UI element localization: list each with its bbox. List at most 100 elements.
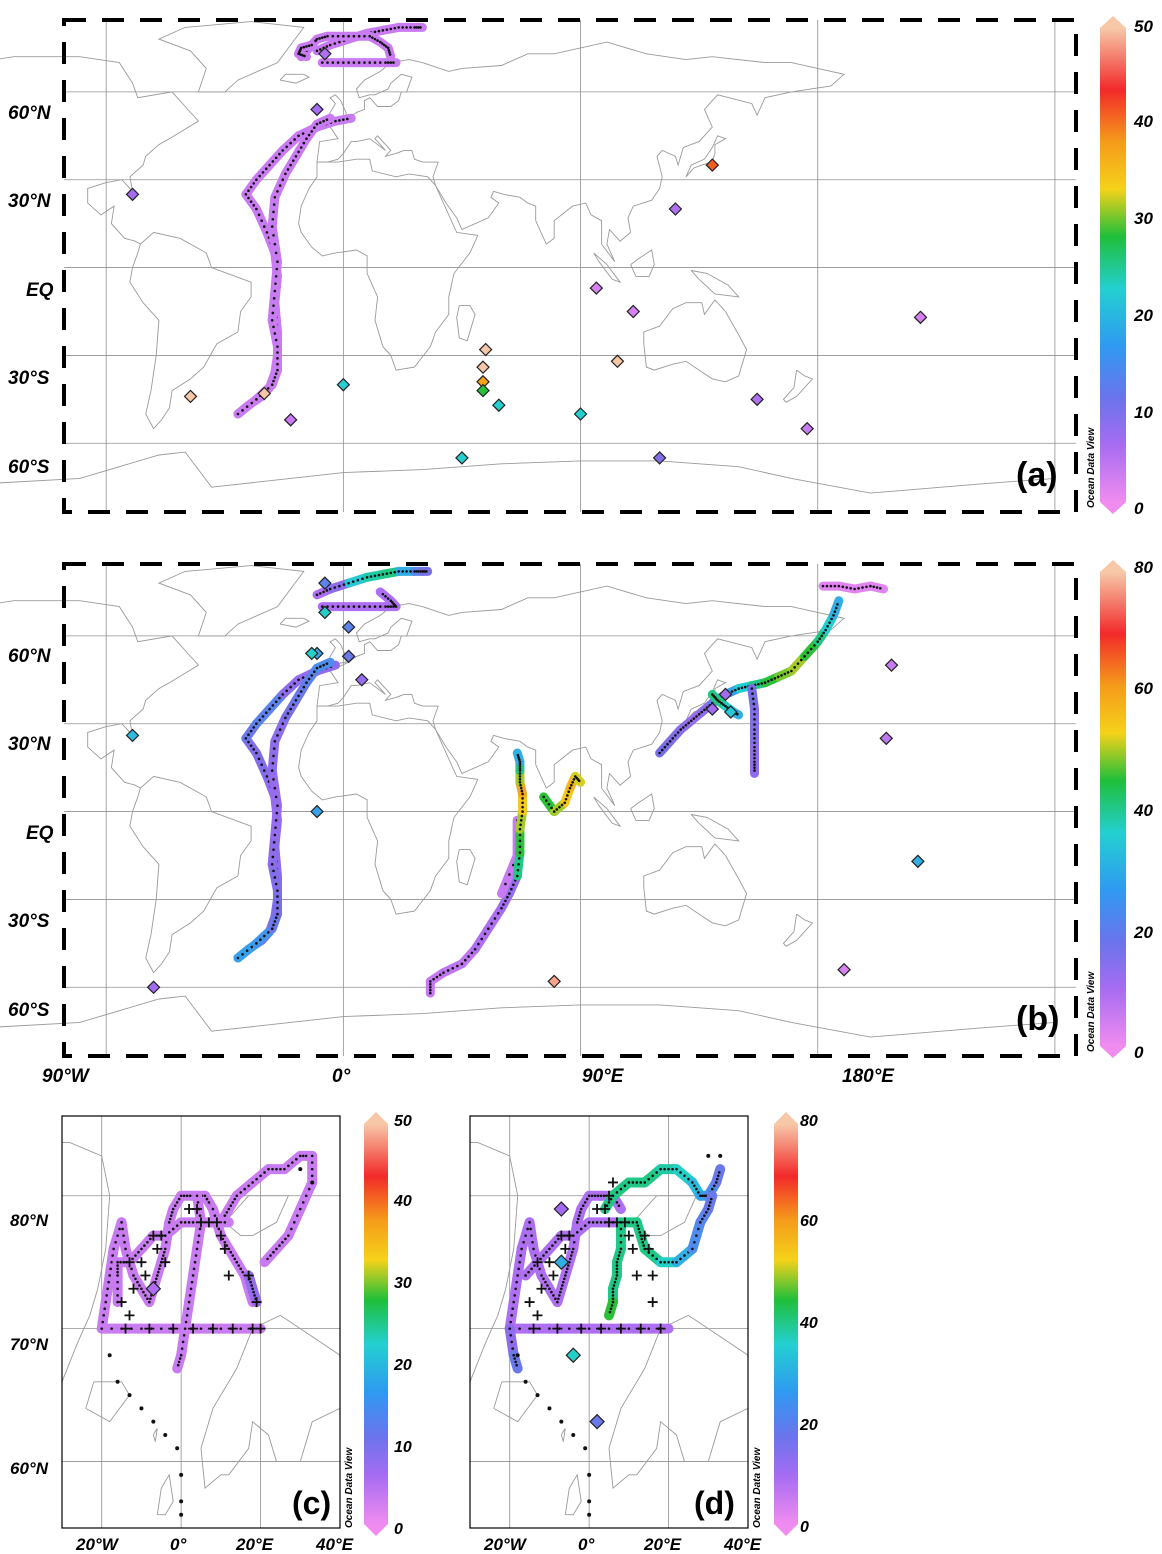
sample-dot [663, 745, 667, 749]
sample-dot [138, 1284, 141, 1287]
sample-dot [225, 1244, 229, 1247]
cross-marker [243, 1270, 254, 1281]
sample-dot [146, 1240, 149, 1244]
sample-dot [270, 383, 274, 387]
sample-dot [405, 570, 408, 573]
sample-dot [272, 778, 275, 781]
sample-dot [291, 703, 295, 706]
sample-dot [239, 1267, 243, 1271]
sample-dot [780, 674, 783, 677]
sample-dot [191, 1221, 195, 1224]
sample-dot [333, 42, 337, 45]
sample-dot [617, 1254, 621, 1257]
sample-dot [347, 34, 350, 38]
sample-dot [753, 741, 756, 745]
panel-b-lat-label-eq: EQ [26, 823, 54, 844]
sample-dot [567, 790, 570, 794]
sample-dot [307, 677, 311, 681]
panel-c-lat-label-70n: 70°N [10, 1335, 49, 1354]
sample-dot [320, 605, 324, 608]
sample-dot [346, 117, 349, 121]
sample-dot [520, 1247, 523, 1251]
sample-dot [361, 577, 364, 581]
sample-dot [517, 758, 521, 761]
sample-dot [519, 1254, 522, 1257]
sample-dot [548, 1247, 551, 1251]
sample-dot [518, 760, 522, 764]
sample-dot [352, 605, 356, 608]
station-marker [610, 354, 625, 369]
sample-dot [841, 585, 845, 589]
sample-dot [587, 1327, 591, 1330]
sample-dot [595, 1221, 599, 1224]
sample-dot [320, 36, 324, 39]
sample-dot [278, 152, 281, 156]
sample-dot [251, 1181, 254, 1184]
panel-d-colorbar-bottom-arrow [774, 1524, 798, 1536]
sample-dot [211, 1207, 215, 1211]
sample-dot [297, 52, 300, 56]
sample-dot [562, 1280, 565, 1284]
sample-dot [611, 1297, 615, 1301]
sample-dot [272, 923, 275, 927]
sample-dot [328, 43, 332, 47]
sample-dot [519, 786, 523, 790]
sample-dot [508, 892, 511, 895]
sample-dot [291, 1161, 294, 1164]
sample-dot [389, 571, 393, 575]
sample-dot [302, 685, 306, 689]
sample-dot [544, 799, 548, 802]
sample-dot [223, 1240, 227, 1244]
sample-dot [378, 605, 382, 608]
sample-dot [695, 715, 698, 718]
cross-marker [156, 1230, 167, 1241]
sample-dot [272, 304, 275, 307]
sample-dot [521, 810, 524, 813]
sample-dot [566, 1264, 570, 1267]
sample-dot [122, 1234, 125, 1237]
sample-dot [274, 819, 278, 822]
sample-dot [523, 1379, 528, 1384]
sample-dot [290, 1227, 293, 1231]
panel-a-colorbar-ramp [1100, 28, 1126, 502]
panel-d-colorbar-tick: 0 [800, 1519, 809, 1536]
cross-marker [140, 1270, 151, 1281]
panel-d-colorbar: 80 60 40 20 0 [774, 1112, 818, 1536]
sample-dot [668, 739, 672, 743]
cross-marker [124, 1257, 135, 1268]
station-marker [341, 649, 356, 664]
sample-dot [301, 53, 304, 57]
sample-dot [716, 698, 719, 702]
sample-dot [720, 701, 723, 705]
sample-dot [520, 814, 524, 818]
panel-b-lat-label-30n: 30°N [8, 734, 52, 755]
sample-dot [558, 1294, 561, 1297]
coastline [469, 1142, 519, 1382]
cross-marker [647, 1297, 658, 1308]
sample-dot [666, 742, 669, 746]
sample-dot [385, 572, 389, 575]
sample-dot [100, 1327, 104, 1330]
sample-dot [613, 1280, 617, 1284]
sample-dot [237, 1264, 241, 1267]
sample-dot [175, 1224, 179, 1227]
sample-dot [274, 275, 278, 278]
sample-dot [718, 1153, 723, 1158]
panel-b-colorbar-bottom-arrow [1100, 1046, 1126, 1058]
sample-dot [875, 586, 879, 589]
sample-dot [158, 1267, 161, 1271]
sample-dot [272, 234, 275, 237]
sample-dot [255, 207, 258, 211]
sample-dot [683, 1254, 686, 1257]
sample-dot [305, 45, 308, 48]
cross-marker [207, 1323, 218, 1334]
sample-dot [701, 1194, 704, 1198]
sample-dot [825, 584, 829, 588]
sample-dot [647, 1327, 651, 1330]
sample-dot [530, 1267, 533, 1271]
sample-dot [682, 726, 685, 729]
sample-dot [284, 1237, 287, 1241]
sample-dot [373, 30, 377, 34]
sample-dot [618, 1250, 622, 1254]
sample-dot [557, 1237, 560, 1241]
